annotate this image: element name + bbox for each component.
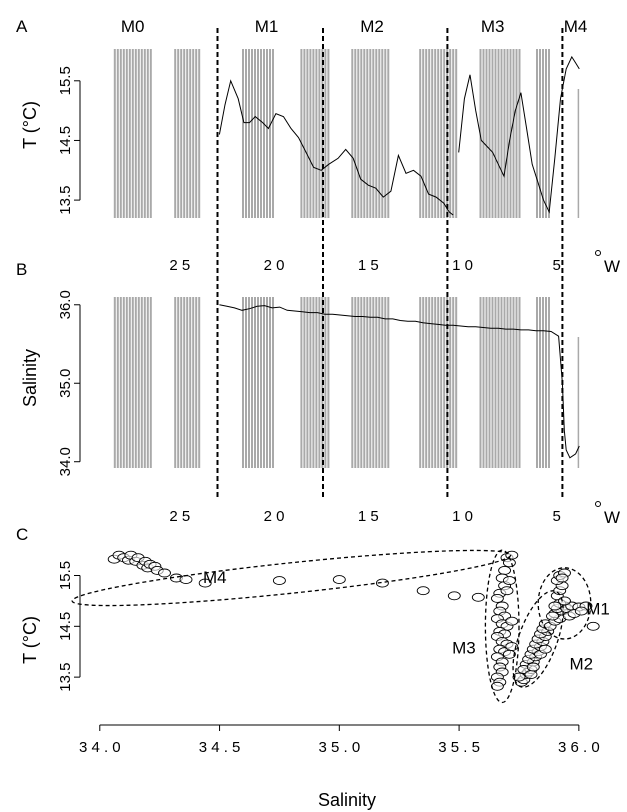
shaded-band: [351, 297, 390, 468]
shaded-band: [351, 49, 390, 218]
panel-c-plot: 3 4 . 0 3 4 . 5 3 5 . 0 3 5 . 5 3 6 . 0 13.5 1…: [57, 549, 610, 756]
data-series-line: [218, 79, 454, 216]
x-tick-label: 3 5 . 5: [438, 739, 480, 756]
shaded-band: [242, 297, 274, 468]
group-label: M1: [586, 600, 610, 619]
y-tick-label: 14.5: [57, 612, 74, 641]
panel-b-letter: B: [16, 260, 27, 279]
segment-dividers: [216, 28, 564, 497]
data-point: [498, 565, 512, 575]
degree-symbol: [595, 501, 601, 507]
shaded-band: [174, 49, 201, 218]
group-ellipse: [512, 590, 564, 688]
y-tick-label: 13.5: [57, 186, 74, 215]
shaded-band: [113, 297, 152, 468]
panel-a: A T (°C) 13.5 14.5 15.5 2 5 2 0 1 5 1 0 5 W M0 M1 M…: [16, 17, 620, 276]
y-tick-label: 36.0: [57, 290, 74, 319]
data-point: [416, 586, 430, 596]
data-point: [548, 601, 562, 611]
x-tick-label: 3 5 . 0: [318, 739, 360, 756]
y-tick-label: 14.5: [57, 126, 74, 155]
data-point: [198, 578, 212, 588]
data-point: [471, 592, 485, 602]
x-tick-label: 2 5: [169, 508, 190, 525]
shaded-band: [113, 49, 152, 218]
data-point: [502, 649, 516, 659]
data-point: [505, 616, 519, 626]
panel-a-letter: A: [16, 17, 28, 36]
data-point: [555, 573, 569, 583]
data-point: [538, 644, 552, 654]
shaded-band: [536, 49, 550, 218]
y-tick-label: 15.5: [57, 66, 74, 95]
shaded-band: [479, 297, 521, 468]
y-tick-label: 35.0: [57, 369, 74, 398]
segment-label: M0: [121, 17, 145, 36]
panel-a-plot: 13.5 14.5 15.5 2 5 2 0 1 5 1 0 5 W M0 M1 M2 M3 M4: [57, 17, 620, 276]
y-tick-label: 13.5: [57, 663, 74, 692]
data-point: [272, 576, 286, 586]
data-point: [332, 575, 346, 585]
shaded-band: [300, 49, 330, 218]
x-tick-label: 3 4 . 0: [79, 739, 121, 756]
panel-c-ylabel: T (°C): [20, 616, 40, 664]
segment-label: M3: [481, 17, 505, 36]
x-tick-label: 1 0: [452, 508, 473, 525]
panel-c-letter: C: [16, 525, 28, 544]
shaded-band: [242, 49, 274, 218]
x-unit-label: W: [604, 508, 620, 527]
data-point: [574, 606, 588, 616]
panel-b: B Salinity 34.0 35.0 36.0 2 5 2 0 1 5 1 0 5 W: [16, 260, 620, 527]
x-tick-label: 5: [553, 508, 561, 525]
panel-b-ylabel: Salinity: [20, 349, 40, 407]
group-ellipse: [71, 549, 512, 607]
data-point: [447, 591, 461, 601]
data-point: [502, 558, 516, 568]
x-tick-label: 1 5: [358, 257, 379, 274]
x-tick-label: 2 0: [264, 508, 285, 525]
panel-b-plot: 34.0 35.0 36.0 2 5 2 0 1 5 1 0 5 W: [57, 290, 620, 527]
group-label: M4: [203, 568, 227, 587]
x-tick-label: 5: [553, 257, 561, 274]
group-ellipse: [537, 567, 592, 640]
data-point: [490, 681, 504, 691]
data-point: [490, 593, 504, 603]
group-label: M2: [569, 654, 593, 673]
data-point: [179, 575, 193, 585]
data-point: [526, 662, 540, 672]
data-point: [586, 621, 600, 631]
data-point: [546, 611, 559, 621]
segment-label: M2: [360, 17, 384, 36]
x-tick-label: 2 0: [264, 257, 285, 274]
shaded-band: [536, 297, 550, 468]
segment-label: M4: [564, 17, 588, 36]
data-point: [512, 672, 526, 682]
segment-label: M1: [255, 17, 279, 36]
data-series-line: [219, 304, 580, 459]
x-tick-label: 3 6 . 0: [558, 739, 600, 756]
group-ellipse: [484, 549, 520, 704]
shaded-band: [174, 297, 201, 468]
data-point: [158, 568, 171, 578]
data-point: [502, 576, 516, 586]
y-tick-label: 15.5: [57, 561, 74, 590]
shaded-band: [300, 297, 330, 468]
panel-c-xlabel: Salinity: [318, 790, 376, 810]
x-tick-label: 1 0: [452, 257, 473, 274]
shaded-band: [479, 49, 521, 218]
y-tick-label: 34.0: [57, 447, 74, 476]
x-tick-label: 1 5: [358, 508, 379, 525]
data-point: [524, 670, 538, 680]
shaded-band: [419, 49, 458, 218]
x-tick-label: 2 5: [169, 257, 190, 274]
group-label: M3: [452, 639, 476, 658]
data-point: [500, 586, 514, 596]
x-unit-label: W: [604, 257, 620, 276]
panel-a-ylabel: T (°C): [20, 101, 40, 149]
data-point: [375, 578, 389, 588]
x-tick-label: 3 4 . 5: [199, 739, 241, 756]
degree-symbol: [595, 250, 601, 256]
